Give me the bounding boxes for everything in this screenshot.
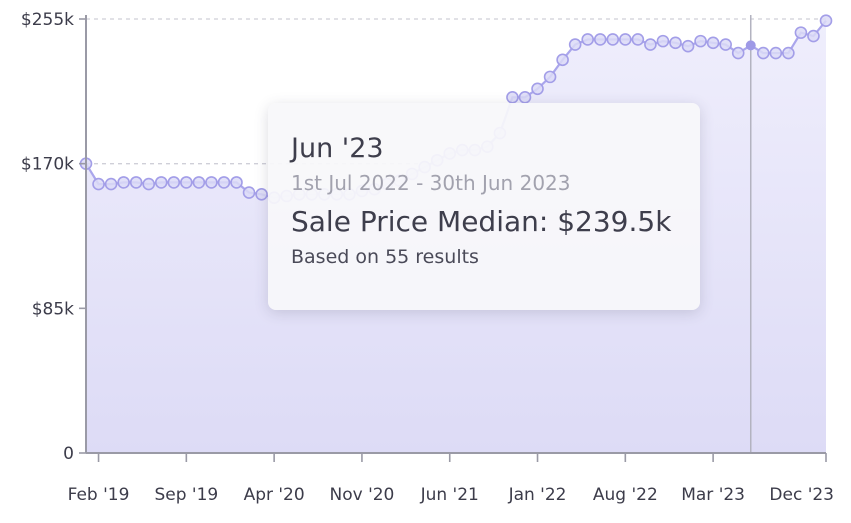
y-tick-label: $85k: [32, 299, 74, 319]
y-axis-ticks: 0 $85k $170k $255k: [21, 10, 86, 464]
data-point[interactable]: [681, 39, 695, 53]
x-tick-label: Jan '22: [508, 485, 567, 505]
data-point[interactable]: [807, 29, 820, 43]
data-point[interactable]: [230, 176, 243, 189]
x-tick-label: Dec '23: [769, 485, 834, 505]
tooltip-note: Based on 55 results: [291, 246, 479, 268]
data-point[interactable]: [619, 33, 632, 46]
data-point[interactable]: [669, 36, 682, 50]
x-tick-label: Mar '23: [681, 485, 745, 505]
x-tick-label: Apr '20: [244, 485, 305, 505]
data-point[interactable]: [769, 46, 783, 60]
data-point[interactable]: [719, 38, 732, 51]
data-point[interactable]: [255, 188, 268, 201]
x-tick-label: Nov '20: [329, 485, 394, 505]
data-point[interactable]: [568, 38, 582, 51]
data-point[interactable]: [518, 90, 532, 104]
data-point[interactable]: [506, 90, 519, 104]
data-point[interactable]: [192, 176, 206, 189]
tooltip-period: 1st Jul 2022 - 30th Jun 2023: [291, 171, 571, 195]
data-point[interactable]: [242, 186, 256, 199]
x-tick-label: Feb '19: [68, 485, 130, 505]
y-tick-label: $255k: [21, 10, 74, 30]
axes: [85, 15, 826, 454]
data-point[interactable]: [694, 34, 707, 48]
chart-tooltip: Jun '23 1st Jul 2022 - 30th Jun 2023 Sal…: [268, 103, 700, 310]
data-point[interactable]: [142, 177, 156, 191]
data-point[interactable]: [556, 53, 569, 67]
data-point[interactable]: [217, 176, 231, 189]
data-point[interactable]: [819, 14, 833, 28]
data-point[interactable]: [644, 38, 657, 51]
data-point[interactable]: [593, 33, 607, 46]
data-point[interactable]: [656, 34, 670, 48]
data-point[interactable]: [756, 46, 770, 60]
data-point[interactable]: [92, 177, 105, 191]
x-tick-label: Aug '22: [593, 485, 658, 505]
data-point[interactable]: [117, 176, 130, 189]
data-point[interactable]: [154, 176, 168, 189]
data-point[interactable]: [205, 176, 218, 189]
y-tick-label: $170k: [21, 155, 74, 175]
data-point[interactable]: [706, 36, 720, 50]
x-tick-label: Jun '21: [420, 485, 479, 505]
active-point[interactable]: [745, 40, 756, 51]
x-axis-ticks: Feb '19 Sep '19 Apr '20 Nov '20 Jun '21 Jan '…: [68, 453, 834, 505]
data-point[interactable]: [581, 33, 594, 46]
data-point[interactable]: [631, 33, 645, 46]
tooltip-title: Jun '23: [291, 133, 384, 164]
data-point[interactable]: [543, 70, 557, 84]
data-point[interactable]: [104, 177, 118, 191]
y-tick-label: 0: [63, 444, 74, 464]
data-point[interactable]: [167, 176, 181, 189]
data-point[interactable]: [180, 176, 193, 189]
data-point[interactable]: [606, 33, 620, 46]
data-point[interactable]: [531, 82, 544, 96]
data-point[interactable]: [782, 46, 795, 60]
data-point[interactable]: [129, 176, 143, 189]
data-point[interactable]: [794, 26, 808, 39]
tooltip-value: Sale Price Median: $239.5k: [291, 205, 672, 238]
data-point[interactable]: [731, 46, 745, 60]
x-tick-label: Sep '19: [154, 485, 218, 505]
